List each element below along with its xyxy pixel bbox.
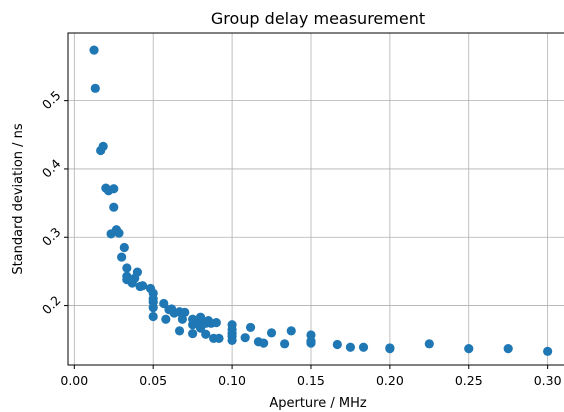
data-point bbox=[358, 342, 369, 352]
data-point bbox=[148, 294, 158, 304]
data-point bbox=[177, 314, 187, 324]
x-tick-label: 0.00 bbox=[60, 373, 88, 388]
y-tick-label: 0.4 bbox=[39, 156, 64, 181]
data-point bbox=[245, 322, 256, 333]
data-point bbox=[122, 263, 132, 273]
data-point bbox=[109, 184, 119, 194]
y-axis-label: Standard deviation / ns bbox=[11, 123, 26, 275]
x-tick-label: 0.30 bbox=[534, 373, 562, 388]
x-tick-label: 0.25 bbox=[455, 373, 483, 388]
x-tick-label: 0.15 bbox=[297, 373, 325, 388]
x-axis-label: Aperture / MHz bbox=[269, 396, 367, 411]
data-points bbox=[89, 45, 553, 356]
data-point bbox=[332, 339, 342, 350]
data-point bbox=[128, 275, 138, 285]
data-point bbox=[211, 318, 221, 328]
data-point bbox=[89, 45, 99, 55]
data-point bbox=[109, 202, 119, 212]
data-point bbox=[280, 339, 290, 349]
data-point bbox=[188, 328, 198, 339]
y-tick-label: 0.2 bbox=[39, 293, 64, 318]
data-point bbox=[138, 281, 148, 291]
data-point bbox=[259, 338, 269, 348]
data-point bbox=[114, 228, 124, 238]
data-point bbox=[161, 314, 171, 324]
data-point bbox=[148, 311, 158, 322]
x-tick-label: 0.10 bbox=[218, 373, 246, 388]
data-point bbox=[385, 344, 395, 354]
data-point bbox=[240, 333, 250, 343]
data-point bbox=[159, 298, 169, 309]
data-point bbox=[98, 141, 108, 151]
x-tick-label: 0.20 bbox=[376, 373, 404, 388]
y-tick-label: 0.5 bbox=[39, 88, 64, 113]
data-point bbox=[266, 328, 277, 338]
data-point bbox=[503, 344, 513, 354]
data-point bbox=[424, 339, 434, 349]
x-tick-label: 0.05 bbox=[139, 373, 167, 388]
data-point bbox=[119, 242, 129, 253]
data-point bbox=[117, 252, 127, 262]
data-point bbox=[132, 267, 143, 277]
plot-frame bbox=[67, 32, 564, 366]
data-point bbox=[214, 333, 224, 343]
data-point bbox=[188, 314, 198, 324]
data-point bbox=[345, 342, 356, 352]
data-point bbox=[174, 326, 185, 336]
data-point bbox=[201, 329, 211, 339]
y-tick-label: 0.3 bbox=[39, 224, 64, 249]
gridlines bbox=[68, 33, 564, 365]
chart-title: Group delay measurement bbox=[211, 9, 425, 28]
axis-ticks: 0.00 0.05 0.10 0.15 0.20 0.25 0.30 0.2 0.3 0.4 0.5 bbox=[39, 88, 562, 388]
data-point bbox=[148, 303, 158, 313]
data-point bbox=[227, 335, 237, 346]
data-point bbox=[90, 83, 100, 93]
data-point bbox=[543, 346, 553, 356]
data-point bbox=[286, 326, 296, 336]
data-point bbox=[306, 330, 316, 340]
data-point bbox=[201, 318, 211, 328]
data-point bbox=[464, 344, 474, 354]
